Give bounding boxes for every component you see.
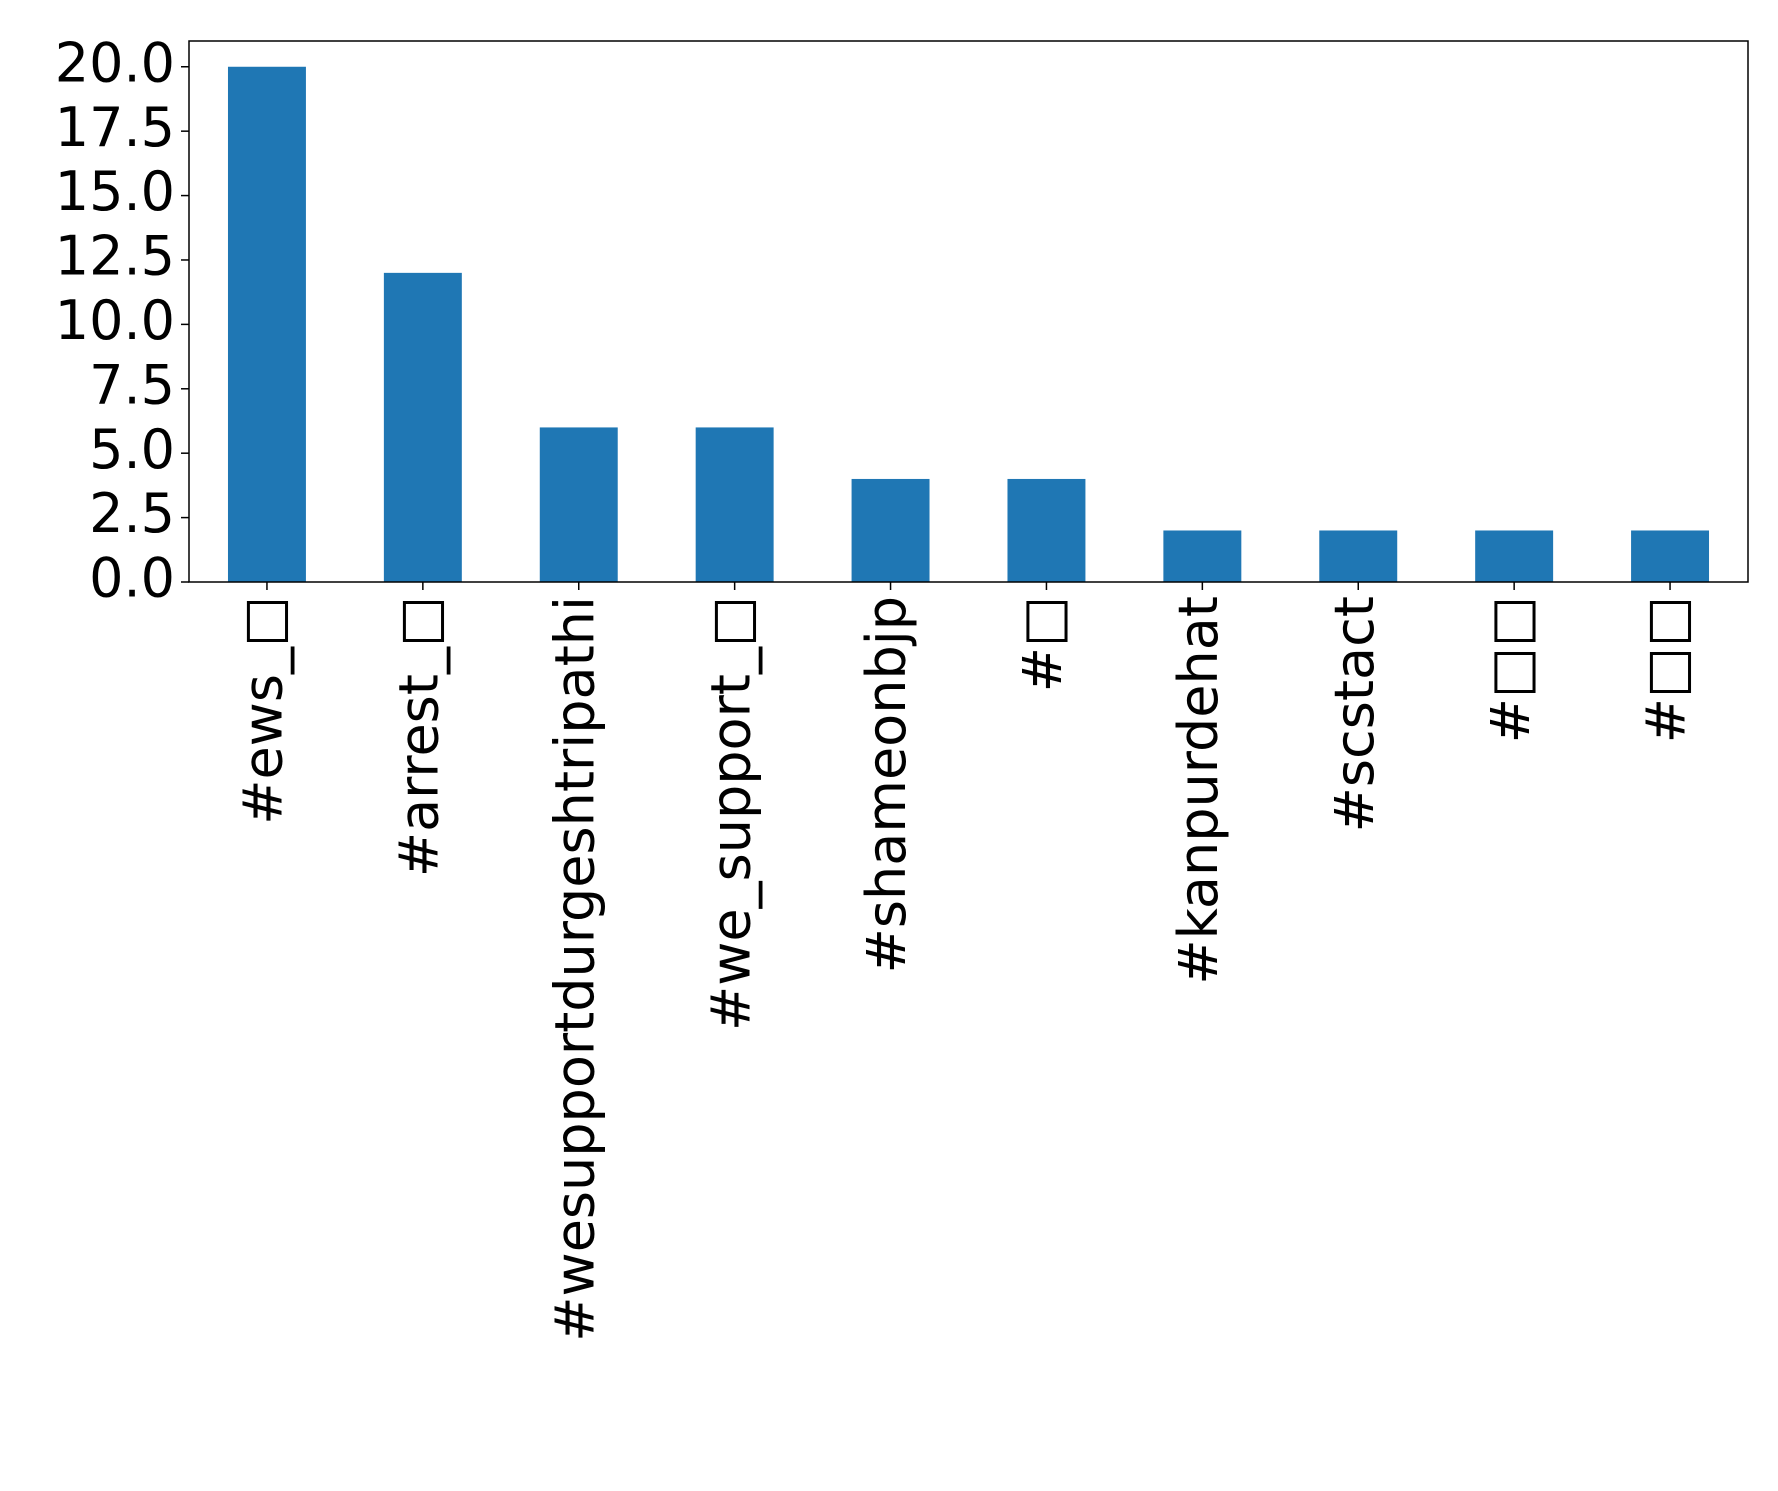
x-tick-label: #□□ [1479,596,1542,743]
x-tick-label: #kanpurdehat [1167,596,1230,985]
x-tick-label: #shameonbjp [855,596,918,973]
bar [851,478,930,582]
x-tick-label: #wesupportdurgeshtripathi [543,596,606,1342]
y-tick-label: 15.0 [55,160,175,223]
plot-frame [188,40,1749,583]
y-tick-label: 12.5 [55,225,175,288]
bar [383,272,462,582]
bar [539,427,618,582]
bar [695,427,774,582]
bar [227,66,306,582]
bar [1475,530,1554,582]
x-tick-label: #□□ [1635,596,1698,743]
y-tick-label: 5.0 [89,418,175,481]
bar [1163,530,1242,582]
y-tick-label: 2.5 [89,482,175,545]
bar [1631,530,1710,582]
y-tick-label: 7.5 [89,353,175,416]
bar [1319,530,1398,582]
x-tick-label: #ews_□ [232,596,295,825]
x-tick-label: #□ [1011,596,1074,692]
y-tick-label: 20.0 [55,31,175,94]
y-tick-label: 0.0 [89,547,175,610]
x-tick-label: #scstact [1323,596,1386,832]
y-tick-label: 10.0 [55,289,175,352]
bar [1007,478,1086,582]
y-tick-label: 17.5 [55,96,175,159]
x-tick-label: #arrest_□ [387,596,450,877]
x-tick-label: #we_support_□ [699,596,762,1031]
